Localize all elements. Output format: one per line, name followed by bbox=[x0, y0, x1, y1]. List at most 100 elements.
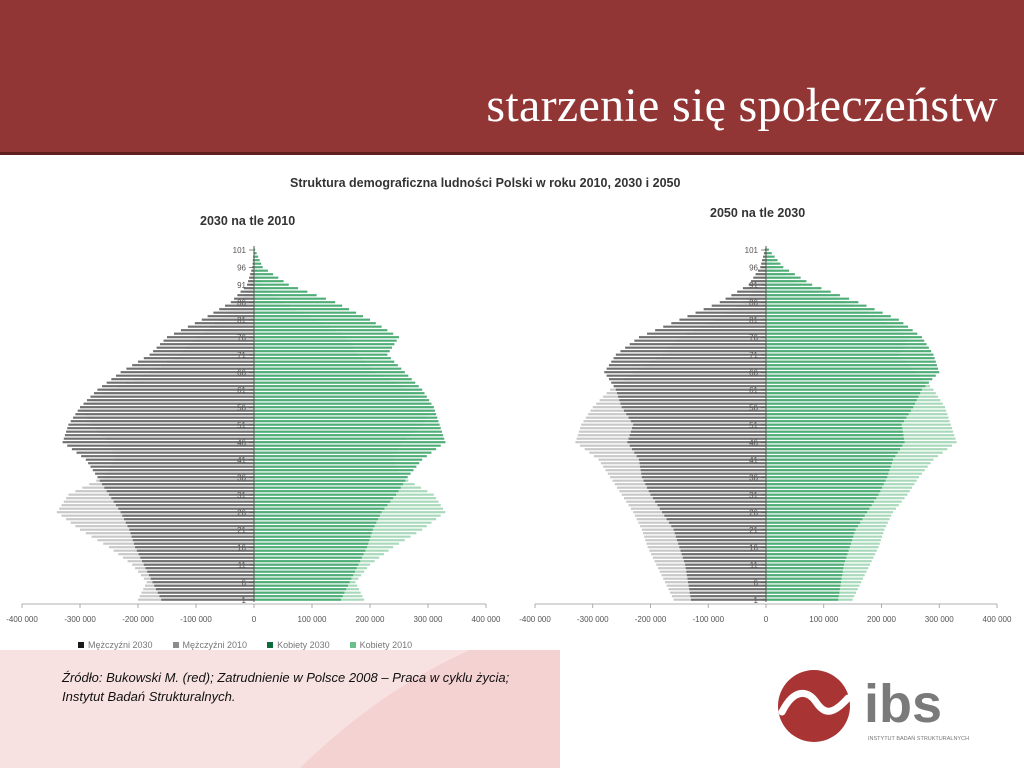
pyramid-bar bbox=[766, 336, 922, 339]
pyramid-bar bbox=[766, 255, 775, 258]
pyramid-bar bbox=[613, 357, 766, 360]
source-note: Źródło: Bukowski M. (red); Zatrudnienie … bbox=[62, 668, 509, 706]
pyramid-bar bbox=[766, 269, 790, 272]
pyramid-bar bbox=[159, 595, 254, 598]
pyramid-bar bbox=[254, 458, 423, 461]
age-tick-label: 1 bbox=[242, 596, 247, 605]
pyramid-bar bbox=[254, 490, 399, 493]
pyramid-bar bbox=[254, 479, 406, 482]
logo-wave bbox=[778, 690, 852, 716]
pyramid-bar bbox=[687, 315, 766, 318]
pyramid-bar bbox=[630, 420, 766, 423]
x-tick-label: -300 000 bbox=[577, 615, 609, 624]
pyramid-bar bbox=[766, 297, 850, 300]
pyramid-bar bbox=[254, 486, 401, 489]
pyramid-bar bbox=[150, 577, 254, 580]
pyramid-bar bbox=[645, 483, 766, 486]
age-tick-label: 61 bbox=[749, 386, 758, 395]
legend-label: Kobiety 2010 bbox=[359, 640, 413, 650]
pyramid-bar bbox=[130, 532, 254, 535]
pyramid-bar bbox=[619, 399, 766, 402]
pyramid-bar bbox=[766, 427, 903, 430]
pyramid-bar bbox=[225, 304, 254, 307]
age-tick-label: 6 bbox=[754, 579, 759, 588]
pyramid-bar bbox=[766, 287, 822, 290]
pyramid-bar bbox=[76, 451, 255, 454]
pyramid-bar bbox=[70, 420, 254, 423]
pyramid-bar bbox=[64, 434, 254, 437]
age-tick-label: 6 bbox=[242, 579, 247, 588]
pyramid-bar bbox=[254, 308, 350, 311]
age-tick-label: 36 bbox=[749, 474, 758, 483]
pyramid-bar bbox=[632, 448, 766, 451]
pyramid-bar bbox=[750, 280, 766, 283]
pyramid-bar bbox=[254, 339, 397, 342]
pyramid-bar bbox=[684, 560, 766, 563]
pyramid-bar bbox=[125, 521, 254, 524]
pyramid-bar bbox=[766, 413, 909, 416]
age-tick-label: 36 bbox=[237, 474, 246, 483]
pyramid-bar bbox=[762, 259, 766, 262]
age-tick-label: 66 bbox=[749, 369, 758, 378]
x-tick-label: -100 000 bbox=[692, 615, 724, 624]
pyramid-bar bbox=[131, 535, 254, 538]
pyramid-bar bbox=[657, 504, 766, 507]
pyramid-bar bbox=[254, 406, 434, 409]
pyramid-bar bbox=[611, 381, 766, 384]
age-tick-label: 46 bbox=[237, 439, 246, 448]
pyramid-bar bbox=[254, 434, 444, 437]
pyramid-bar bbox=[106, 490, 255, 493]
pyramid-bar bbox=[149, 353, 254, 356]
pyramid-bar bbox=[666, 518, 766, 521]
pyramid-bar bbox=[766, 332, 918, 335]
x-tick-label: 300 000 bbox=[414, 615, 443, 624]
legend-swatch bbox=[78, 642, 84, 648]
pyramid-bar bbox=[687, 577, 766, 580]
pyramid-bar bbox=[254, 500, 391, 503]
pyramid-bar bbox=[207, 315, 254, 318]
pyramid-bar bbox=[766, 535, 854, 538]
pyramid-bar bbox=[254, 388, 423, 391]
pyramid-bar bbox=[659, 507, 766, 510]
pyramid-bar bbox=[766, 542, 851, 545]
pyramid-bar bbox=[620, 402, 766, 405]
pyramid-bar bbox=[254, 357, 391, 360]
pyramid-bar bbox=[145, 567, 254, 570]
right-chart-title: 2050 na tle 2030 bbox=[710, 206, 806, 220]
pyramid-bar bbox=[766, 483, 884, 486]
pyramid-bar bbox=[163, 339, 254, 342]
pyramid-bar bbox=[254, 504, 388, 507]
age-tick-label: 31 bbox=[749, 491, 758, 500]
legend-swatch bbox=[349, 642, 356, 648]
pyramid-bar bbox=[634, 339, 766, 342]
pyramid-bar bbox=[662, 511, 766, 514]
age-tick-label: 41 bbox=[749, 456, 758, 465]
pyramid-bar bbox=[138, 553, 254, 556]
pyramid-bar bbox=[685, 567, 766, 570]
pyramid-bar bbox=[254, 367, 402, 370]
pyramid-bar bbox=[632, 427, 766, 430]
pyramid-bar bbox=[254, 507, 385, 510]
pyramid-bar bbox=[254, 528, 373, 531]
pyramid-bar bbox=[689, 588, 766, 591]
pyramid-bar bbox=[617, 392, 766, 395]
pyramid-bar bbox=[664, 514, 766, 517]
pyramid-bar bbox=[254, 350, 390, 353]
pyramid-bar bbox=[766, 353, 934, 356]
slide-title: starzenie się społeczeństw bbox=[486, 79, 998, 132]
pyramid-bar bbox=[766, 381, 929, 384]
pyramid-bar bbox=[766, 301, 859, 304]
pyramid-bar bbox=[766, 546, 850, 549]
pyramid-bar bbox=[254, 430, 442, 433]
pyramid-bar bbox=[703, 308, 766, 311]
pyramid-bar bbox=[755, 273, 766, 276]
pyramid-bar bbox=[766, 350, 932, 353]
pyramid-bar bbox=[623, 409, 766, 412]
pyramid-bar bbox=[252, 262, 254, 265]
pyramid-bar bbox=[254, 542, 369, 545]
pyramid-bar bbox=[254, 297, 326, 300]
pyramid-bar bbox=[157, 591, 254, 594]
pyramid-bar bbox=[66, 430, 254, 433]
pyramid-bar bbox=[638, 458, 766, 461]
pyramid-bar bbox=[766, 539, 853, 542]
